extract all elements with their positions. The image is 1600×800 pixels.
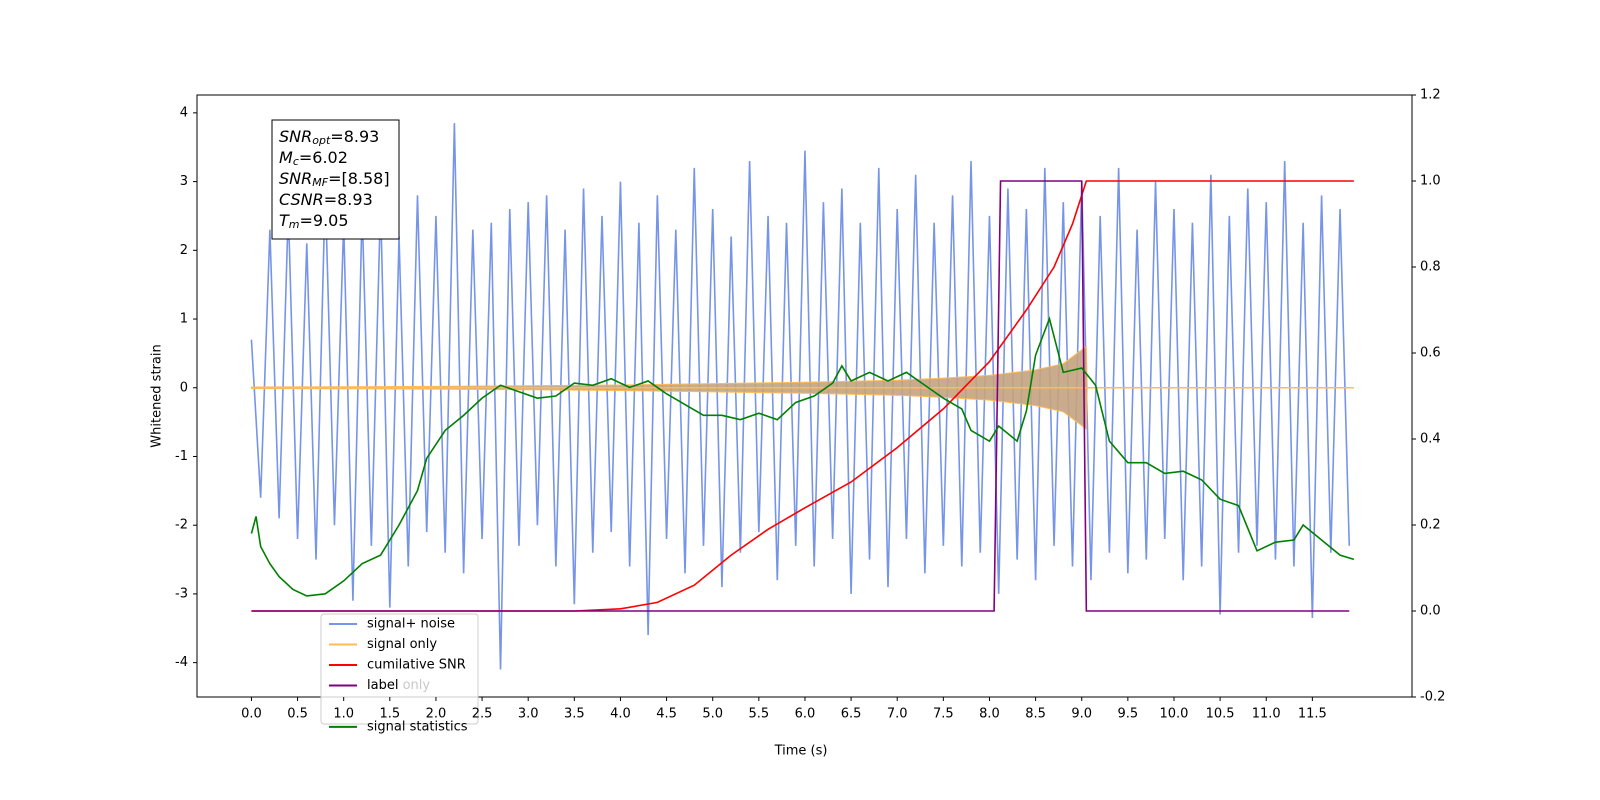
annotation-box bbox=[271, 119, 400, 240]
annotation-line: CSNR=8.93 bbox=[279, 190, 373, 209]
annotation-subscript: c bbox=[293, 155, 299, 168]
x-tick-label: 0.5 bbox=[287, 707, 308, 722]
annotation-subscript: MF bbox=[312, 176, 328, 189]
annotation-symbol: SNR bbox=[279, 169, 312, 188]
x-tick-label: 7.0 bbox=[887, 707, 908, 722]
annotation-line: SNRMF=[8.58] bbox=[279, 169, 390, 190]
plot-area bbox=[250, 123, 1355, 670]
x-tick-label: 11.5 bbox=[1298, 707, 1327, 722]
y2-tick-label: 0.8 bbox=[1420, 260, 1441, 275]
series-line bbox=[250, 315, 1355, 597]
x-axis-label: Time (s) bbox=[774, 744, 828, 759]
x-tick-label: 3.0 bbox=[518, 707, 539, 722]
y2-tick-label: -0.2 bbox=[1420, 690, 1445, 705]
series-line bbox=[251, 180, 1350, 612]
y-tick-label: -3 bbox=[175, 586, 188, 601]
y2-tick-label: 0.0 bbox=[1420, 604, 1441, 619]
annotation-symbol: CSNR bbox=[279, 190, 324, 209]
y-tick-label: -4 bbox=[175, 655, 188, 670]
annotation-symbol: SNR bbox=[279, 127, 312, 146]
annotation-value: =9.05 bbox=[300, 211, 349, 230]
x-tick-label: 5.0 bbox=[702, 707, 723, 722]
x-tick-label: 10.0 bbox=[1160, 707, 1189, 722]
annotation-line: Mc=6.02 bbox=[279, 148, 348, 169]
x-tick-label: 3.5 bbox=[564, 707, 585, 722]
y-tick-label: 1 bbox=[180, 312, 188, 327]
x-tick-label: 6.5 bbox=[841, 707, 862, 722]
legend-label: signal statistics bbox=[367, 719, 468, 734]
x-tick-label: 11.0 bbox=[1252, 707, 1281, 722]
x-tick-label: 4.0 bbox=[610, 707, 631, 722]
y2-tick-label: 0.4 bbox=[1420, 432, 1441, 447]
x-tick-label: 4.5 bbox=[656, 707, 677, 722]
annotation-value: =6.02 bbox=[299, 148, 348, 167]
annotation-subscript: m bbox=[289, 218, 300, 231]
annotation-value: =8.93 bbox=[324, 190, 373, 209]
y2-tick-label: 0.2 bbox=[1420, 518, 1441, 533]
y2-tick-label: 1.0 bbox=[1420, 174, 1441, 189]
legend-label: signal only bbox=[367, 637, 437, 652]
x-tick-label: 9.5 bbox=[1118, 707, 1139, 722]
x-tick-label: 1.5 bbox=[379, 707, 400, 722]
x-tick-label: 1.0 bbox=[333, 707, 354, 722]
annotation-line: SNRopt=8.93 bbox=[279, 127, 379, 148]
series-line bbox=[251, 180, 1354, 612]
x-tick-label: 9.0 bbox=[1071, 707, 1092, 722]
x-tick-label: 0.0 bbox=[241, 707, 262, 722]
x-tick-label: 2.0 bbox=[426, 707, 447, 722]
x-tick-label: 7.5 bbox=[933, 707, 954, 722]
y-axis-label: Whitened strain bbox=[150, 344, 165, 447]
y-tick-label: 0 bbox=[180, 380, 188, 395]
x-tick-label: 5.5 bbox=[748, 707, 769, 722]
x-tick-label: 8.0 bbox=[979, 707, 1000, 722]
annotation-subscript: opt bbox=[312, 134, 331, 147]
series-line bbox=[250, 123, 1351, 670]
legend-label: label bbox=[367, 678, 398, 693]
y2-tick-label: 0.6 bbox=[1420, 346, 1441, 361]
x-tick-label: 2.5 bbox=[472, 707, 493, 722]
annotation-line: Tm=9.05 bbox=[279, 211, 349, 232]
legend-label: cumilative SNR bbox=[367, 658, 466, 673]
y2-tick-label: 1.2 bbox=[1420, 88, 1441, 103]
x-tick-label: 8.5 bbox=[1025, 707, 1046, 722]
legend-box bbox=[320, 613, 479, 725]
x-tick-label: 10.5 bbox=[1206, 707, 1235, 722]
annotation-symbol: T bbox=[279, 211, 290, 230]
annotation-value: =8.93 bbox=[330, 127, 379, 146]
y-tick-label: 4 bbox=[180, 105, 188, 120]
y-tick-label: -2 bbox=[175, 518, 188, 533]
annotation-symbol: M bbox=[279, 148, 293, 167]
annotation-value: =[8.58] bbox=[328, 169, 390, 188]
legend-label-hidden: label only bbox=[367, 678, 430, 693]
x-tick-label: 6.0 bbox=[795, 707, 816, 722]
y-tick-label: 2 bbox=[180, 243, 188, 258]
y-tick-label: 3 bbox=[180, 174, 188, 189]
legend-label: signal+ noise bbox=[367, 617, 455, 632]
y-tick-label: -1 bbox=[175, 449, 188, 464]
